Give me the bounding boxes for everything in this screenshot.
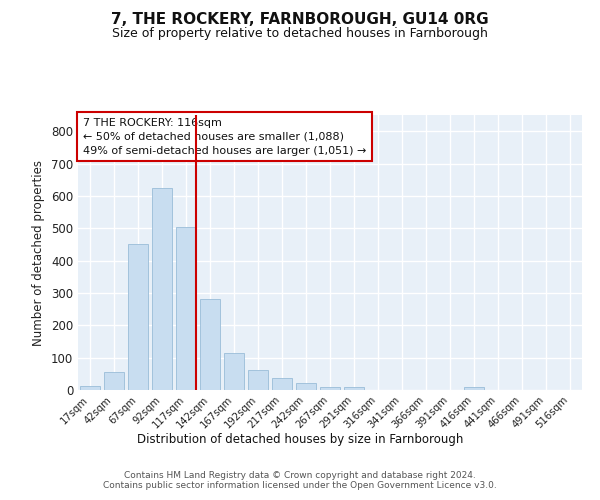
Text: Contains HM Land Registry data © Crown copyright and database right 2024.
Contai: Contains HM Land Registry data © Crown c…	[103, 470, 497, 490]
Bar	[464, 387, 484, 390]
Bar	[224, 353, 244, 390]
Bar	[320, 387, 340, 390]
Bar	[80, 386, 100, 390]
Bar	[176, 226, 196, 390]
Text: Size of property relative to detached houses in Farnborough: Size of property relative to detached ho…	[112, 28, 488, 40]
Y-axis label: Number of detached properties: Number of detached properties	[32, 160, 46, 346]
Bar	[128, 244, 148, 390]
Bar	[200, 300, 220, 390]
Bar	[296, 383, 316, 390]
Bar	[152, 188, 172, 390]
Bar	[248, 370, 268, 390]
Bar	[104, 372, 124, 390]
Bar	[272, 378, 292, 390]
Text: 7 THE ROCKERY: 116sqm
← 50% of detached houses are smaller (1,088)
49% of semi-d: 7 THE ROCKERY: 116sqm ← 50% of detached …	[83, 118, 367, 156]
Text: Distribution of detached houses by size in Farnborough: Distribution of detached houses by size …	[137, 432, 463, 446]
Text: 7, THE ROCKERY, FARNBOROUGH, GU14 0RG: 7, THE ROCKERY, FARNBOROUGH, GU14 0RG	[111, 12, 489, 28]
Bar	[344, 388, 364, 390]
